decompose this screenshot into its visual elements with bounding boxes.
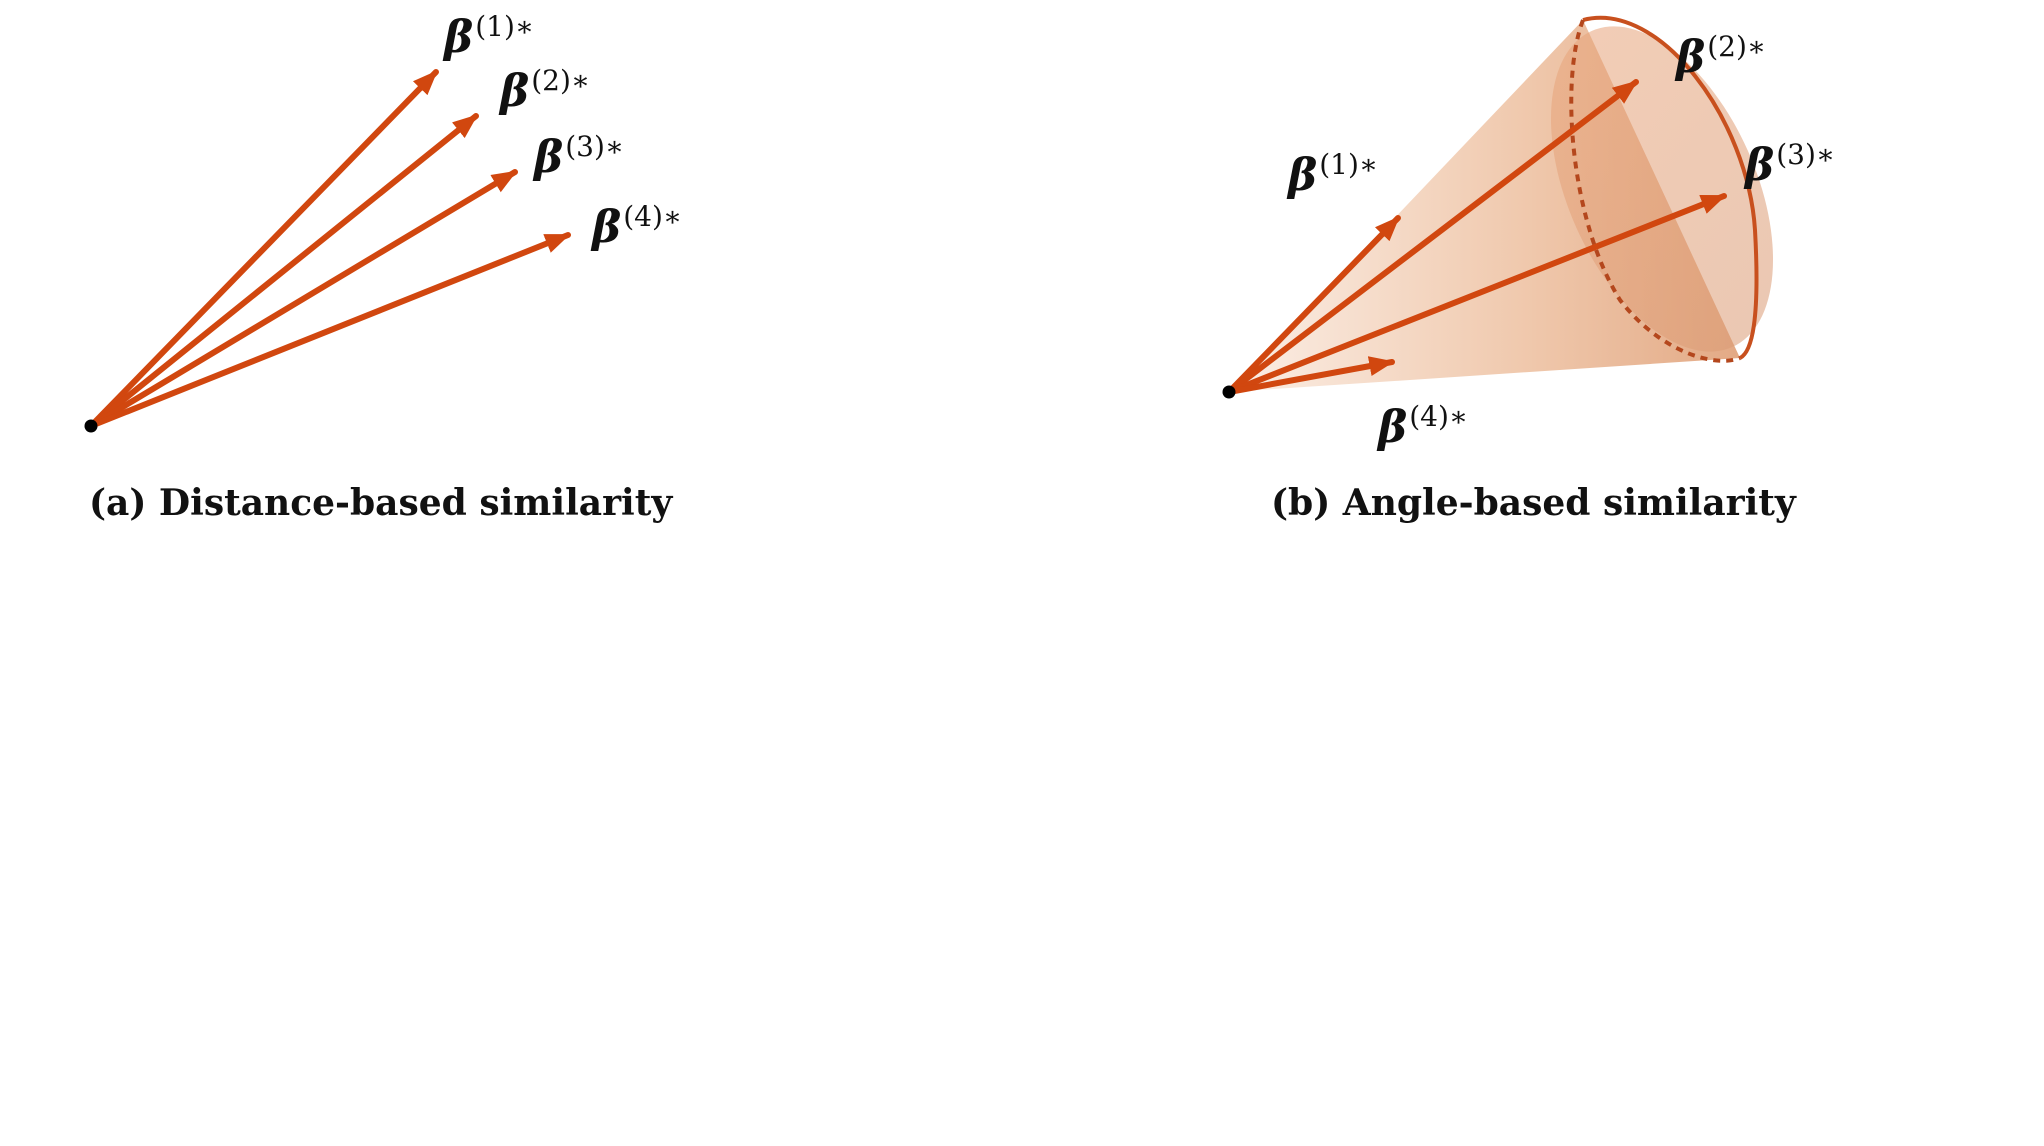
arrow-a-beta-2 bbox=[88, 113, 479, 429]
label-a-beta-3: β(3)∗ bbox=[532, 130, 624, 183]
label-a-beta-1-symbol: β bbox=[442, 12, 473, 63]
origin-dot-a bbox=[84, 419, 98, 433]
label-a-beta-4-symbol: β bbox=[590, 202, 621, 253]
cone-rim-back bbox=[1569, 19, 1741, 363]
label-b-beta-2-symbol: β bbox=[1674, 32, 1705, 83]
label-b-beta-1-symbol: β bbox=[1286, 150, 1317, 201]
caption-a: (a) Distance-based similarity bbox=[89, 482, 673, 524]
arrow-b-beta-4 bbox=[1226, 356, 1395, 395]
label-a-beta-4: β(4)∗ bbox=[590, 200, 682, 253]
arrow-b-beta-1 bbox=[1226, 215, 1401, 395]
panel-a-distance-based: β(1)∗ β(2)∗ β(3)∗ β(4)∗ (a) Distance-bas… bbox=[84, 10, 682, 524]
arrow-a-beta-3 bbox=[88, 169, 518, 429]
label-a-beta-2-symbol: β bbox=[498, 66, 529, 117]
label-a-beta-3-superscript: (3)∗ bbox=[565, 130, 624, 163]
label-b-beta-3-superscript: (3)∗ bbox=[1776, 138, 1835, 171]
arrow-b-beta-3 bbox=[1226, 193, 1727, 395]
label-a-beta-2-superscript: (2)∗ bbox=[531, 64, 590, 97]
label-b-beta-1: β(1)∗ bbox=[1286, 148, 1378, 201]
label-b-beta-3-symbol: β bbox=[1743, 140, 1774, 191]
arrow-a-beta-4 bbox=[88, 232, 571, 429]
label-a-beta-1-superscript: (1)∗ bbox=[475, 10, 534, 43]
arrow-a-beta-1 bbox=[88, 69, 439, 429]
label-b-beta-3: β(3)∗ bbox=[1743, 138, 1835, 191]
origin-dot-b bbox=[1222, 385, 1236, 399]
caption-b: (b) Angle-based similarity bbox=[1271, 482, 1797, 524]
label-b-beta-2-superscript: (2)∗ bbox=[1707, 30, 1766, 63]
label-a-beta-4-superscript: (4)∗ bbox=[623, 200, 682, 233]
label-a-beta-3-symbol: β bbox=[532, 132, 563, 183]
label-b-beta-1-superscript: (1)∗ bbox=[1319, 148, 1378, 181]
label-b-beta-2: β(2)∗ bbox=[1674, 30, 1766, 83]
label-a-beta-1: β(1)∗ bbox=[442, 10, 534, 63]
arrow-b-beta-2 bbox=[1226, 79, 1639, 395]
label-b-beta-4: β(4)∗ bbox=[1376, 400, 1468, 453]
cone-rim-front bbox=[1582, 15, 1759, 360]
label-b-beta-4-superscript: (4)∗ bbox=[1409, 400, 1468, 433]
label-a-beta-2: β(2)∗ bbox=[498, 64, 590, 117]
label-b-beta-4-symbol: β bbox=[1376, 402, 1407, 453]
panel-b-angle-based: β(1)∗ β(2)∗ β(3)∗ β(4)∗ (b) Angle-based … bbox=[1222, 15, 1835, 524]
